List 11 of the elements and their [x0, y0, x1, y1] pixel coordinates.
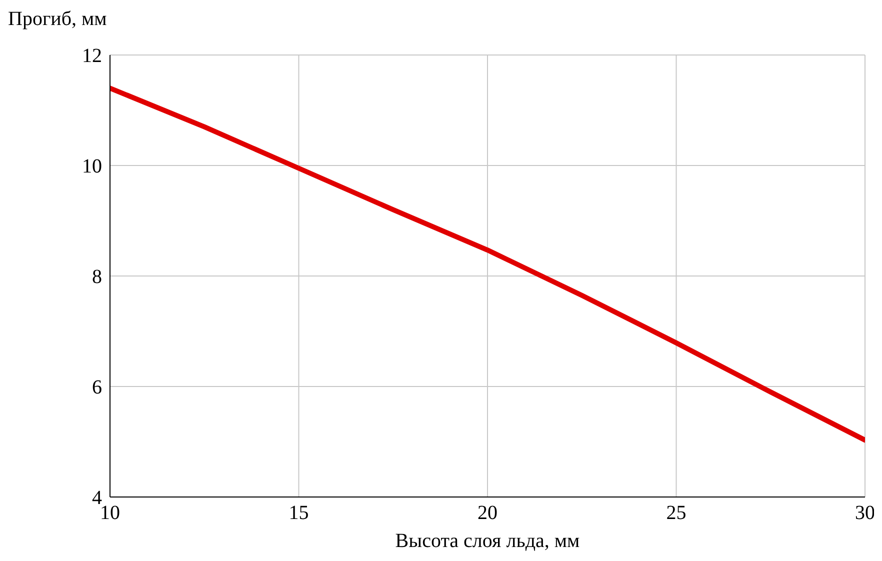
x-tick-label: 30 — [855, 502, 875, 524]
y-tick-label: 10 — [82, 156, 102, 178]
y-tick-label: 4 — [92, 487, 102, 510]
y-tick-label: 8 — [92, 266, 102, 288]
y-axis-title: Прогиб, мм — [8, 8, 107, 31]
x-tick-label: 25 — [666, 502, 686, 524]
x-tick-label: 20 — [478, 502, 498, 524]
x-tick-label: 15 — [288, 502, 309, 524]
x-axis-title: Высота слоя льда, мм — [395, 530, 580, 552]
y-tick-label: 6 — [92, 376, 102, 399]
y-tick-label: 12 — [82, 45, 102, 68]
